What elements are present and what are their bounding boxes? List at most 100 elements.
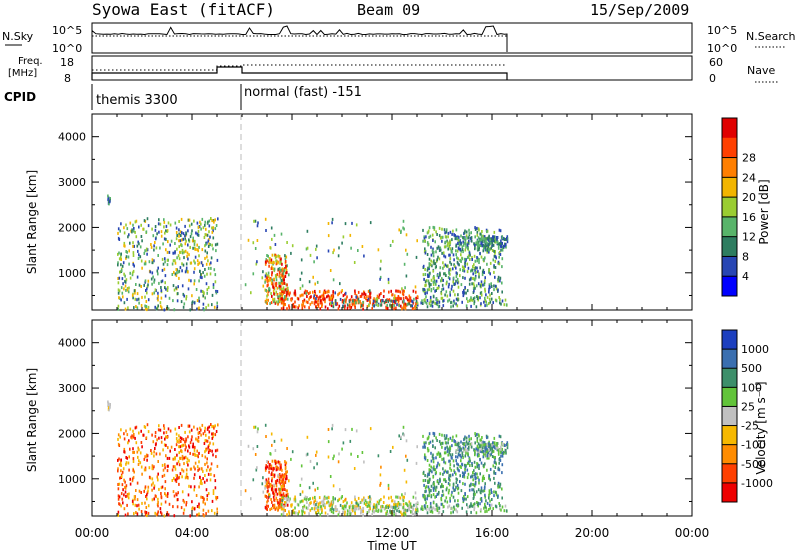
power-cell bbox=[121, 291, 124, 295]
velocity-cell bbox=[330, 502, 332, 506]
velocity-cell bbox=[429, 501, 432, 505]
velocity-cell bbox=[458, 441, 460, 445]
velocity-cell bbox=[484, 482, 486, 486]
velocity-cell bbox=[206, 478, 208, 482]
velocity-cell bbox=[339, 503, 342, 507]
power-cell bbox=[393, 297, 395, 300]
power-cell bbox=[431, 264, 433, 268]
power-cell bbox=[482, 257, 485, 261]
power-cell bbox=[204, 233, 207, 237]
velocity-cell bbox=[141, 445, 143, 449]
power-cell bbox=[396, 289, 399, 293]
velocity-cell bbox=[137, 446, 139, 450]
power-cell bbox=[397, 296, 400, 300]
velocity-cell bbox=[423, 496, 426, 500]
power-cell bbox=[478, 228, 480, 232]
power-cell bbox=[280, 257, 282, 261]
power-cell bbox=[193, 259, 195, 263]
power-cell bbox=[501, 265, 503, 269]
velocity-cell bbox=[123, 437, 126, 441]
power-cell bbox=[120, 258, 122, 261]
power-cell bbox=[273, 277, 275, 281]
power-cell bbox=[489, 293, 491, 297]
velocity-cell bbox=[449, 436, 452, 440]
velocity-cell bbox=[480, 450, 482, 453]
power-cell bbox=[339, 297, 342, 301]
velocity-cell bbox=[138, 431, 140, 435]
colorbar-swatch bbox=[722, 368, 737, 388]
velocity-cell bbox=[436, 509, 439, 512]
power-cell bbox=[209, 243, 211, 247]
velocity-cell bbox=[279, 491, 282, 495]
power-cell bbox=[256, 239, 259, 242]
power-cell bbox=[273, 300, 275, 304]
power-cell bbox=[355, 223, 358, 227]
power-cell bbox=[147, 305, 150, 309]
power-cell bbox=[367, 297, 370, 301]
power-cell bbox=[369, 301, 371, 305]
velocity-cell bbox=[331, 507, 333, 511]
velocity-cell bbox=[125, 429, 127, 433]
power-cell bbox=[457, 293, 459, 297]
power-cell bbox=[455, 253, 457, 257]
velocity-cell bbox=[310, 501, 312, 505]
velocity-cell bbox=[488, 474, 491, 478]
freq-frame bbox=[91, 55, 693, 81]
power-cell bbox=[346, 303, 349, 307]
velocity-cell bbox=[493, 436, 496, 440]
velocity-cell bbox=[134, 426, 137, 430]
power-cell bbox=[430, 289, 433, 293]
velocity-cell bbox=[319, 501, 321, 505]
power-cell bbox=[397, 289, 400, 293]
velocity-cell bbox=[474, 465, 477, 469]
velocity-cell bbox=[281, 485, 283, 489]
power-cell bbox=[436, 300, 438, 304]
velocity-cell bbox=[466, 449, 469, 453]
velocity-cell bbox=[484, 485, 486, 489]
velocity-cell bbox=[463, 495, 465, 499]
power-cell bbox=[166, 305, 169, 309]
power-cell bbox=[173, 288, 176, 292]
velocity-cell bbox=[344, 510, 346, 514]
power-cell bbox=[174, 250, 176, 254]
velocity-cell bbox=[366, 511, 369, 515]
velocity-cell bbox=[166, 511, 169, 515]
velocity-cell bbox=[279, 474, 282, 478]
velocity-cell bbox=[474, 453, 476, 457]
power-cell bbox=[432, 254, 435, 258]
velocity-cell bbox=[415, 505, 418, 509]
power-cell bbox=[328, 295, 331, 299]
velocity-cell bbox=[270, 498, 272, 501]
power-cell bbox=[276, 293, 279, 297]
velocity-cell bbox=[344, 497, 347, 501]
velocity-cell bbox=[403, 468, 406, 472]
power-cell bbox=[480, 280, 483, 284]
velocity-cell bbox=[208, 448, 210, 452]
velocity-cell bbox=[188, 484, 190, 488]
power-cell bbox=[184, 270, 187, 274]
velocity-cell bbox=[461, 454, 464, 457]
colorbar-swatch bbox=[722, 118, 737, 139]
velocity-cell bbox=[489, 478, 491, 482]
power-cell bbox=[360, 304, 363, 308]
velocity-cell bbox=[288, 510, 290, 514]
velocity-cell bbox=[216, 511, 219, 515]
velocity-cell bbox=[462, 446, 464, 450]
velocity-cell bbox=[372, 505, 375, 509]
velocity-cell bbox=[142, 433, 145, 437]
velocity-cell bbox=[342, 507, 345, 511]
velocity-cell bbox=[267, 495, 270, 499]
velocity-cell bbox=[157, 472, 159, 476]
velocity-cell bbox=[154, 434, 157, 438]
velocity-cell bbox=[174, 467, 177, 471]
velocity-cell bbox=[109, 406, 111, 410]
freq-tick-right-top: 60 bbox=[709, 56, 723, 69]
power-cell bbox=[175, 286, 177, 290]
power-cell bbox=[489, 238, 491, 242]
velocity-cell bbox=[446, 500, 449, 504]
velocity-cell bbox=[327, 455, 330, 459]
velocity-cell bbox=[403, 433, 405, 437]
power-cell bbox=[140, 304, 143, 307]
velocity-cell bbox=[276, 478, 279, 482]
velocity-cell bbox=[180, 449, 182, 453]
